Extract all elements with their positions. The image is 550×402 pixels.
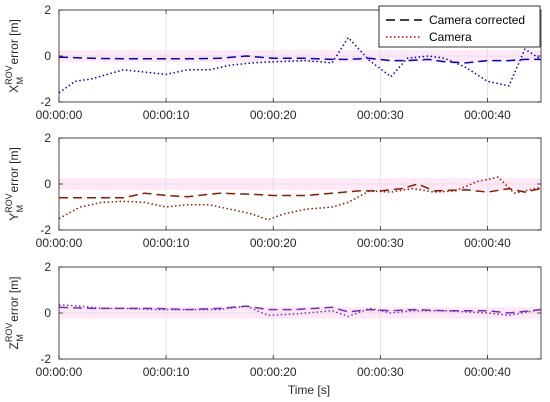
y-tick-label: 0 (44, 177, 51, 191)
series-line-camera-corrected (58, 55, 541, 64)
x-tick-label: 00:00:20 (250, 108, 297, 122)
panel-z: 00:00:00 00:00:10 00:00:20 00:00:30 00:00:40… (4, 260, 542, 379)
x-tick-label: 00:00:20 (250, 236, 297, 250)
x-tick-label: 00:00:10 (143, 365, 190, 379)
y-tick-label: 0 (44, 306, 51, 320)
x-tick-label: 00:00:00 (36, 236, 83, 250)
series-line-camera (58, 176, 542, 221)
x-tick-label: 00:00:40 (464, 108, 511, 122)
panel-y: 00:00:00 00:00:10 00:00:20 00:00:30 00:00:40… (4, 131, 542, 250)
x-tick-label: 00:00:40 (464, 365, 511, 379)
x-tick-label: 00:00:00 (36, 108, 83, 122)
y-axis-label: ZROVM error [m] (4, 276, 25, 349)
y-tick-label: 0 (44, 49, 51, 63)
y-axis-label: YROVM error [m] (4, 147, 25, 221)
x-tick-label: 00:00:10 (143, 108, 190, 122)
series-line-camera-corrected (59, 183, 542, 199)
legend-label-camera: Camera (429, 30, 472, 44)
y-tick-label: -2 (40, 352, 51, 366)
series-line-camera-corrected (58, 305, 542, 314)
y-tick-label: 2 (44, 260, 51, 274)
x-tick-label: 00:00:00 (36, 365, 83, 379)
x-axis-label: Time [s] (288, 383, 330, 397)
legend-label-camera-corrected: Camera corrected (429, 13, 525, 27)
x-tick-label: 00:00:30 (357, 108, 404, 122)
y-tick-label: -2 (40, 95, 51, 109)
legend: Camera corrected Camera (378, 5, 541, 48)
x-tick-label: 00:00:20 (250, 365, 297, 379)
legend-box (378, 5, 541, 48)
x-tick-label: 00:00:30 (357, 236, 404, 250)
x-tick-label: 00:00:30 (357, 365, 404, 379)
series-line-camera (58, 36, 542, 94)
y-axis-label: XROVM error [m] (4, 19, 25, 93)
y-tick-label: 2 (44, 131, 51, 145)
panels: 00:00:00 00:00:10 00:00:20 00:00:30 00:00:40… (4, 3, 542, 379)
series-line-camera (58, 304, 542, 318)
y-tick-label: 2 (44, 3, 51, 17)
x-tick-label: 00:00:10 (143, 236, 190, 250)
x-tick-label: 00:00:40 (464, 236, 511, 250)
y-tick-label: -2 (40, 223, 51, 237)
